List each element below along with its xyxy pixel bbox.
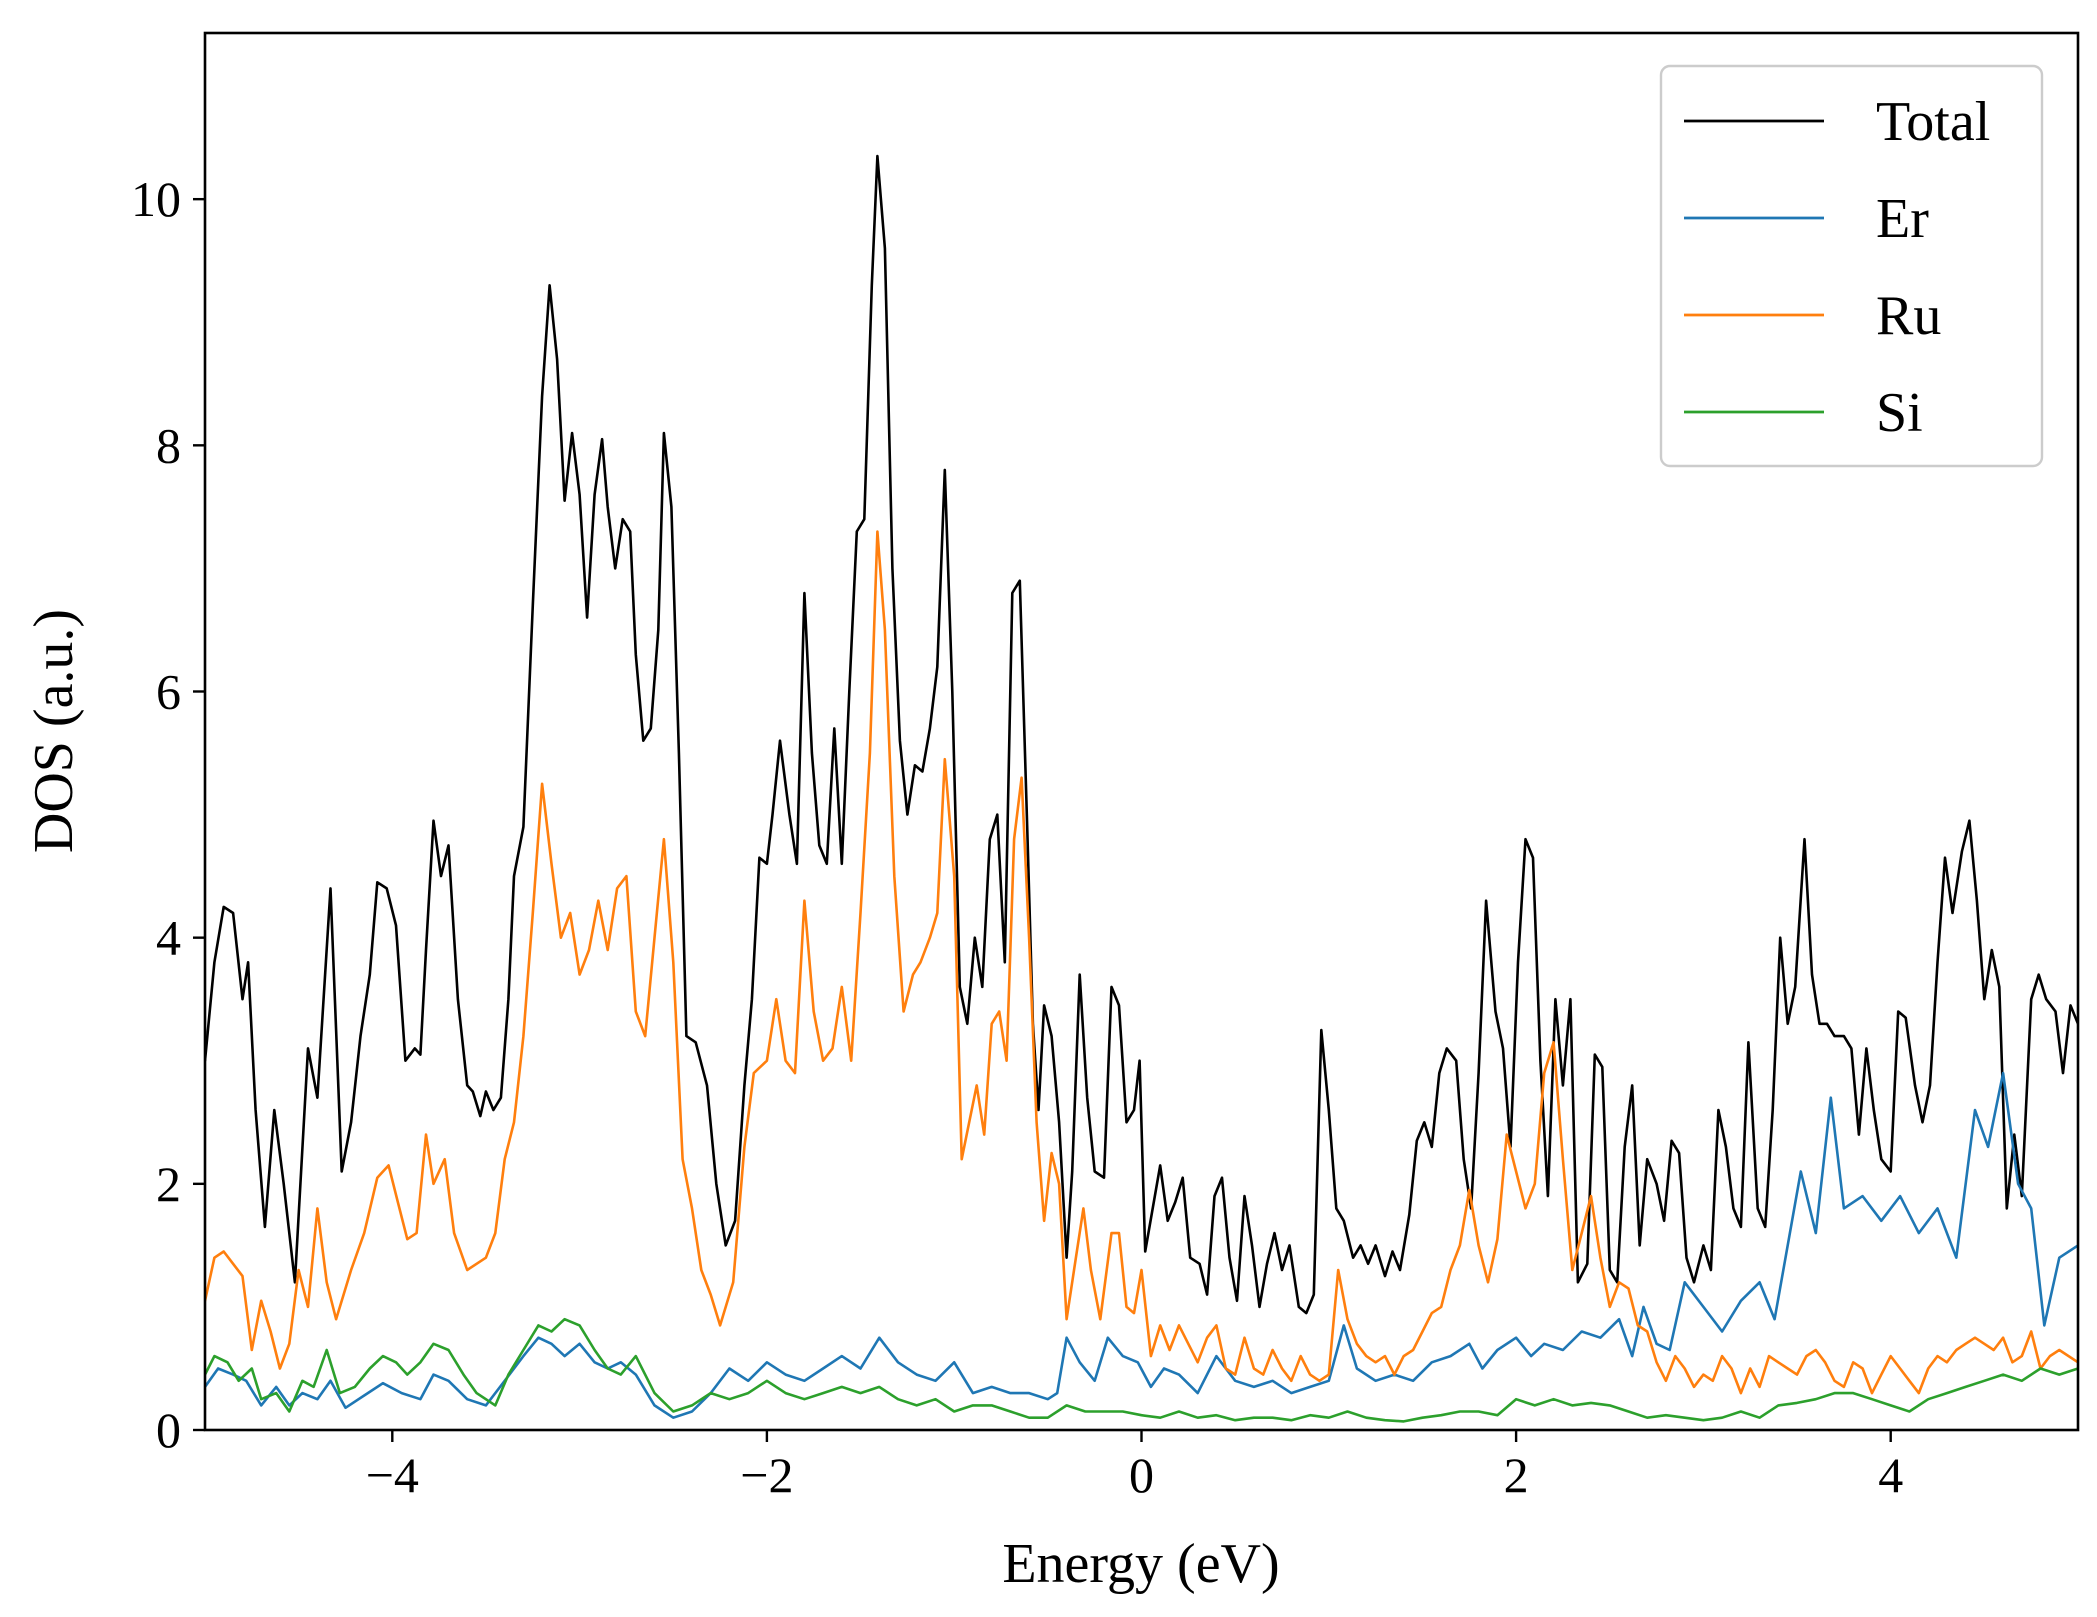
x-axis-ticks: −4 −2 0 2 4: [366, 1430, 1903, 1503]
y-tick-label: 2: [156, 1156, 181, 1212]
x-tick-label: −2: [740, 1447, 793, 1503]
y-axis-ticks: 0 2 4 6 8 10: [131, 171, 205, 1458]
y-tick-label: 4: [156, 910, 181, 966]
legend-label-er: Er: [1876, 188, 1929, 250]
legend: Total Er Ru Si: [1659, 64, 2044, 468]
series-line-total: [205, 154, 2078, 1315]
legend-label-total: Total: [1876, 91, 1990, 153]
y-tick-label: 10: [131, 171, 181, 227]
x-tick-label: 2: [1504, 1447, 1529, 1503]
y-tick-label: 8: [156, 417, 181, 473]
legend-label-ru: Ru: [1876, 285, 1941, 347]
x-tick-label: 4: [1878, 1447, 1903, 1503]
y-tick-label: 0: [156, 1402, 181, 1458]
series-line-ru: [205, 530, 2078, 1395]
series-line-si: [205, 1317, 2078, 1423]
legend-box: [1659, 64, 2044, 468]
legend-label-si: Si: [1876, 382, 1923, 444]
legend-items: Total Er Ru Si: [1684, 91, 1990, 444]
y-axis-label: DOS (a.u.): [23, 609, 85, 853]
x-axis-label: Energy (eV): [1002, 1533, 1279, 1595]
x-tick-label: 0: [1129, 1447, 1154, 1503]
y-tick-label: 6: [156, 663, 181, 719]
x-tick-label: −4: [366, 1447, 419, 1503]
plot-lines: [205, 154, 2078, 1423]
